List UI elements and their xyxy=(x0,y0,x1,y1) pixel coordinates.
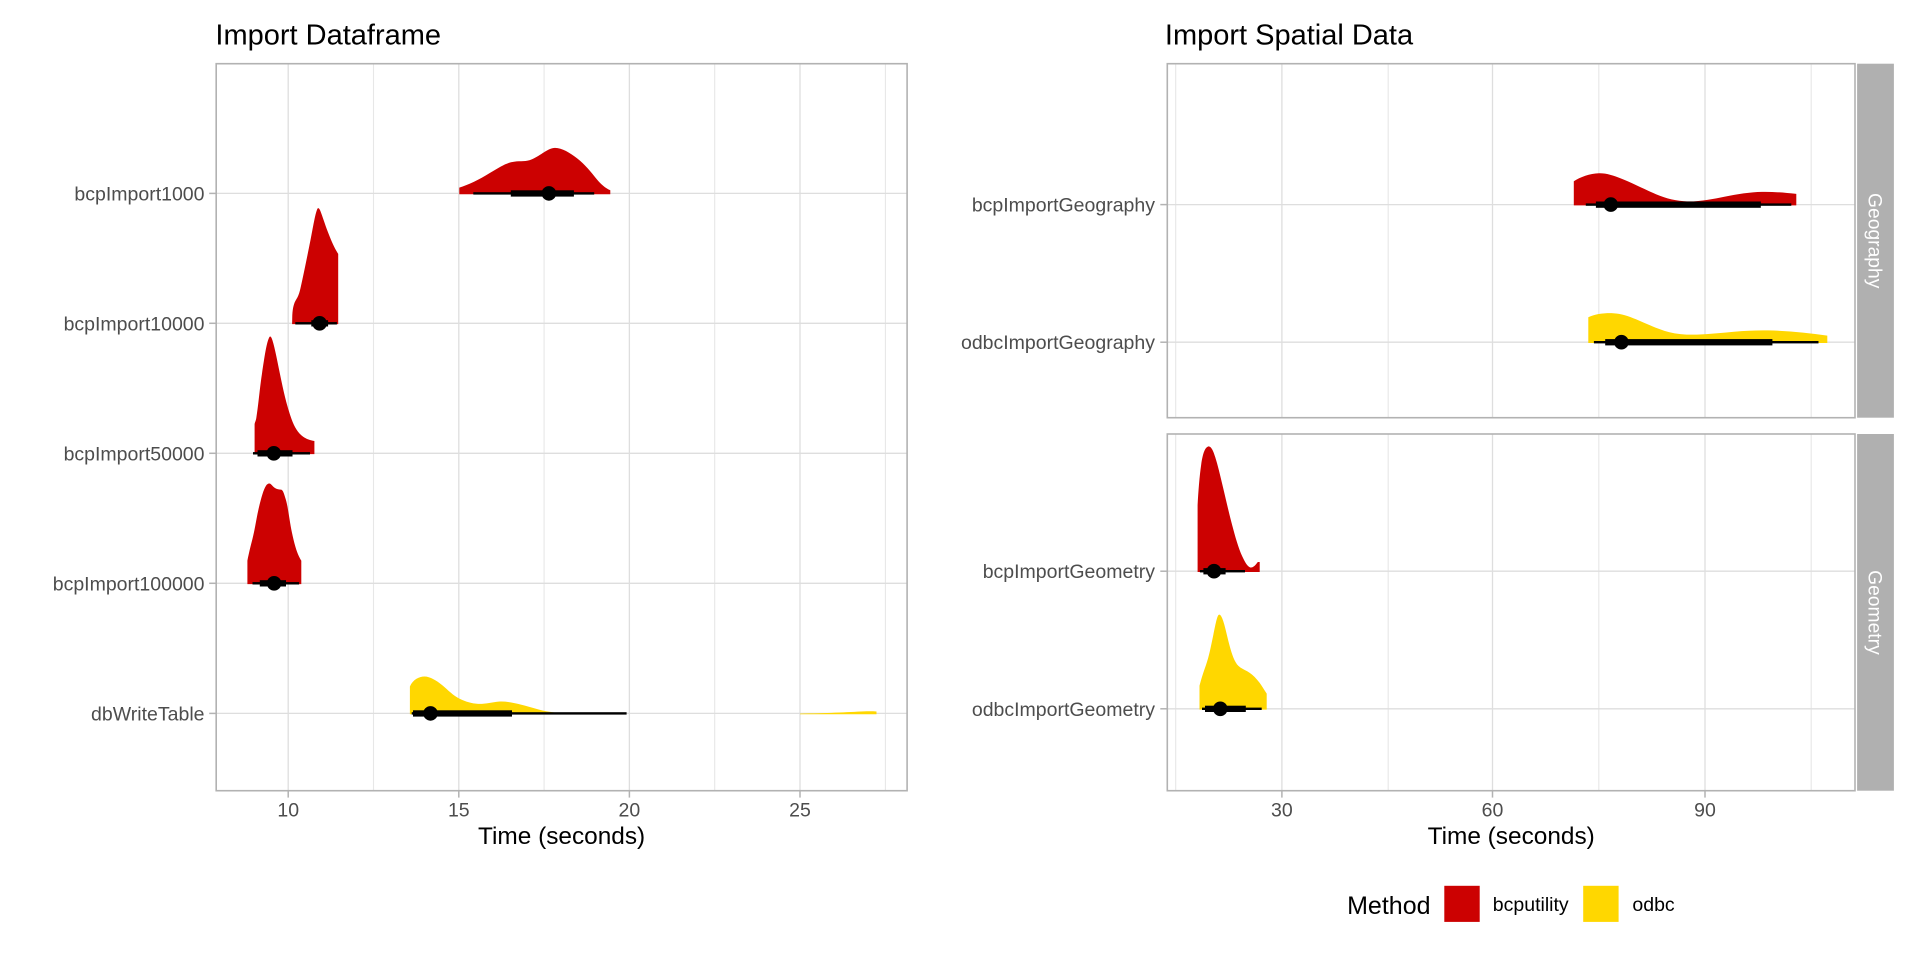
svg-text:15: 15 xyxy=(448,799,470,821)
svg-text:odbc: odbc xyxy=(1632,894,1675,916)
svg-text:60: 60 xyxy=(1482,799,1504,821)
svg-text:90: 90 xyxy=(1694,799,1716,821)
svg-text:bcpImportGeography: bcpImportGeography xyxy=(972,195,1155,217)
svg-text:odbcImportGeography: odbcImportGeography xyxy=(961,332,1155,354)
svg-text:odbcImportGeometry: odbcImportGeometry xyxy=(972,699,1155,721)
svg-text:Method: Method xyxy=(1347,892,1430,920)
svg-text:bcpImport50000: bcpImport50000 xyxy=(64,443,205,465)
svg-text:25: 25 xyxy=(789,799,811,821)
svg-text:20: 20 xyxy=(619,799,641,821)
svg-text:Time (seconds): Time (seconds) xyxy=(478,823,645,850)
svg-text:Geometry: Geometry xyxy=(1864,570,1885,655)
svg-text:bcpImportGeometry: bcpImportGeometry xyxy=(983,561,1156,583)
svg-text:30: 30 xyxy=(1271,799,1293,821)
svg-text:bcputility: bcputility xyxy=(1493,894,1569,916)
svg-text:10: 10 xyxy=(277,799,299,821)
svg-text:Import Dataframe: Import Dataframe xyxy=(215,20,441,52)
svg-text:bcpImport10000: bcpImport10000 xyxy=(64,313,205,335)
svg-text:Import Spatial Data: Import Spatial Data xyxy=(1165,20,1414,52)
svg-text:Geography: Geography xyxy=(1864,193,1885,289)
svg-text:Time (seconds): Time (seconds) xyxy=(1428,823,1595,850)
svg-text:bcpImport1000: bcpImport1000 xyxy=(74,183,204,205)
svg-text:dbWriteTable: dbWriteTable xyxy=(91,703,204,725)
svg-text:bcpImport100000: bcpImport100000 xyxy=(53,573,205,595)
